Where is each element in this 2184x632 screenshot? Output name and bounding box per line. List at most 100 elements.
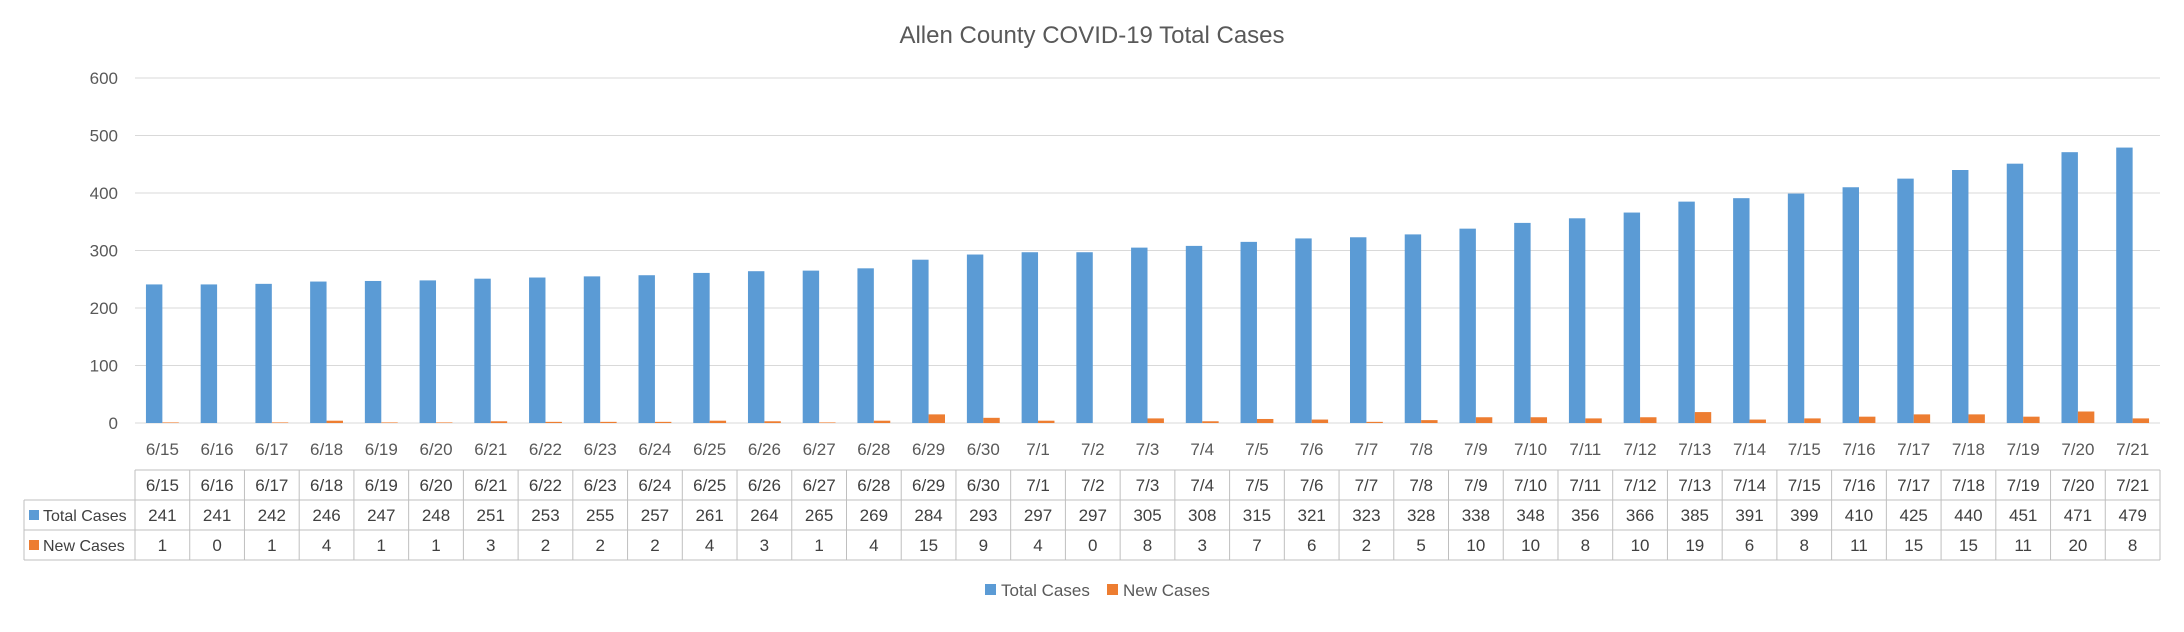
bar-total-cases [1787, 193, 1805, 423]
bar-total-cases [364, 280, 382, 423]
bar-total-cases [747, 271, 765, 423]
x-tick-label: 6/26 [748, 440, 781, 459]
table-value-cell: 8 [1800, 536, 1809, 555]
x-tick-label: 6/16 [201, 440, 234, 459]
table-value-cell: 440 [1954, 506, 1982, 525]
bar-total-cases [693, 272, 710, 423]
bar-new-cases [162, 422, 179, 423]
bar-total-cases [419, 280, 437, 423]
x-tick-label: 7/2 [1081, 440, 1105, 459]
bar-total-cases [474, 278, 491, 423]
bar-new-cases [764, 421, 781, 423]
table-value-cell: 385 [1681, 506, 1709, 525]
x-tick-label: 7/6 [1300, 440, 1324, 459]
table-value-cell: 6 [1307, 536, 1316, 555]
table-value-cell: 257 [641, 506, 669, 525]
bar-new-cases [1968, 414, 1985, 423]
x-tick-label: 7/15 [1788, 440, 1821, 459]
x-tick-label: 6/18 [310, 440, 343, 459]
table-header-cell: 7/15 [1788, 476, 1821, 495]
y-tick-label: 200 [90, 299, 118, 318]
table-header-cell: 6/19 [365, 476, 398, 495]
table-value-cell: 323 [1352, 506, 1380, 525]
bar-new-cases [545, 421, 562, 423]
legend-label: Total Cases [1001, 581, 1090, 600]
table-value-cell: 11 [1850, 536, 1868, 555]
table-value-cell: 0 [1088, 536, 1097, 555]
x-tick-label: 7/7 [1355, 440, 1379, 459]
table-header-cell: 7/16 [1842, 476, 1875, 495]
table-value-cell: 9 [979, 536, 988, 555]
table-value-cell: 391 [1735, 506, 1763, 525]
table-value-cell: 261 [695, 506, 723, 525]
x-tick-label: 6/15 [146, 440, 179, 459]
bar-new-cases [1585, 418, 1602, 423]
table-header-cell: 7/8 [1409, 476, 1433, 495]
bar-total-cases [2116, 147, 2133, 423]
x-tick-label: 6/17 [255, 440, 288, 459]
bar-new-cases [436, 422, 453, 423]
bar-new-cases [1804, 418, 1821, 423]
table-value-cell: 2 [541, 536, 550, 555]
table-value-cell: 399 [1790, 506, 1818, 525]
bar-total-cases [2061, 152, 2078, 424]
table-header-cell: 6/25 [693, 476, 726, 495]
table-value-cell: 8 [2128, 536, 2137, 555]
table-value-cell: 242 [258, 506, 286, 525]
table-header-cell: 7/14 [1733, 476, 1766, 495]
x-tick-label: 6/23 [584, 440, 617, 459]
table-value-cell: 356 [1571, 506, 1599, 525]
table-value-cell: 410 [1845, 506, 1873, 525]
bar-total-cases [802, 270, 820, 423]
table-header-cell: 6/18 [310, 476, 343, 495]
x-tick-label: 7/17 [1897, 440, 1930, 459]
table-value-cell: 1 [814, 536, 823, 555]
bar-total-cases [1952, 170, 1969, 423]
bar-total-cases [2006, 163, 2024, 424]
table-header-cell: 7/21 [2116, 476, 2149, 495]
x-tick-label: 7/8 [1409, 440, 1433, 459]
table-value-cell: 4 [869, 536, 878, 555]
table-value-cell: 321 [1298, 506, 1326, 525]
table-value-cell: 10 [1521, 536, 1540, 555]
table-row-label: New Cases [43, 538, 125, 555]
table-header-cell: 7/1 [1026, 476, 1050, 495]
table-header-cell: 7/18 [1952, 476, 1985, 495]
table-value-cell: 284 [914, 506, 942, 525]
bar-total-cases [1076, 252, 1093, 423]
bar-new-cases [819, 422, 836, 423]
bar-new-cases [1475, 417, 1493, 423]
bar-new-cases [873, 420, 891, 423]
bar-new-cases [2023, 416, 2040, 423]
table-value-cell: 4 [1033, 536, 1042, 555]
table-value-cell: 8 [1143, 536, 1152, 555]
table-value-cell: 305 [1133, 506, 1161, 525]
legend-key [985, 584, 996, 595]
x-tick-label: 7/3 [1136, 440, 1160, 459]
table-value-cell: 315 [1243, 506, 1271, 525]
table-value-cell: 0 [212, 536, 221, 555]
x-tick-label: 7/16 [1842, 440, 1875, 459]
bar-total-cases [1897, 178, 1914, 423]
bar-total-cases [1021, 252, 1039, 423]
bar-total-cases [1404, 234, 1422, 423]
x-tick-label: 7/1 [1026, 440, 1050, 459]
x-tick-label: 7/9 [1464, 440, 1488, 459]
x-tick-label: 6/30 [967, 440, 1000, 459]
bar-new-cases [1038, 420, 1055, 423]
y-tick-label: 300 [90, 242, 118, 261]
table-value-cell: 297 [1024, 506, 1052, 525]
table-value-cell: 5 [1416, 536, 1425, 555]
y-tick-label: 400 [90, 184, 118, 203]
y-tick-label: 100 [90, 357, 118, 376]
table-header-cell: 7/13 [1678, 476, 1711, 495]
table-header-cell: 7/9 [1464, 476, 1488, 495]
bar-new-cases [928, 414, 945, 423]
table-value-cell: 471 [2064, 506, 2092, 525]
table-header-cell: 6/16 [201, 476, 234, 495]
x-tick-label: 6/25 [693, 440, 726, 459]
table-value-cell: 3 [1197, 536, 1206, 555]
bar-total-cases [145, 284, 163, 423]
table-value-cell: 1 [377, 536, 386, 555]
